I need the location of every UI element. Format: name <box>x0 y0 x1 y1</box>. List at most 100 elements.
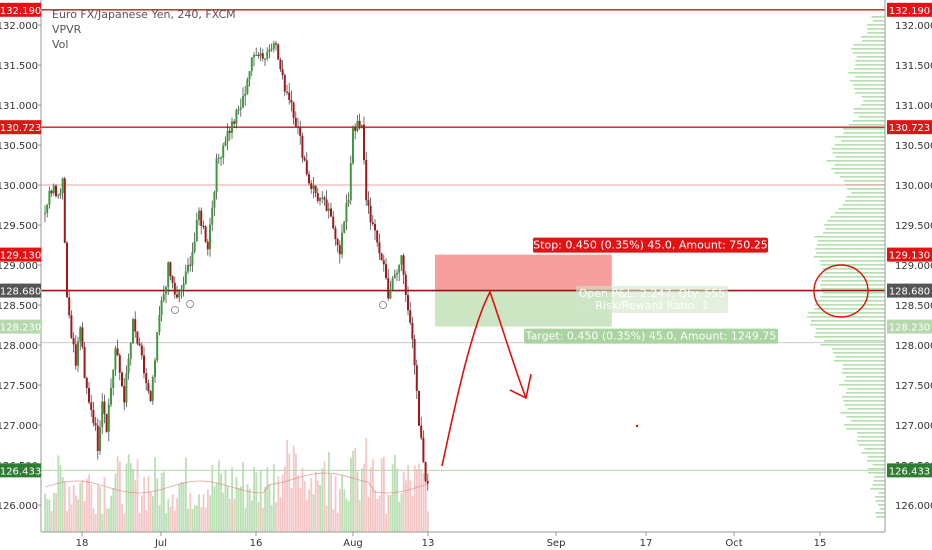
candle-body[interactable] <box>90 402 93 411</box>
candle-body[interactable] <box>310 183 313 189</box>
candle-body[interactable] <box>114 348 117 370</box>
candle-body[interactable] <box>169 262 172 277</box>
candle-body[interactable] <box>343 221 346 233</box>
candle-body[interactable] <box>176 294 178 298</box>
hand-marker-icon[interactable] <box>379 301 387 309</box>
candle-body[interactable] <box>341 232 343 255</box>
candle-body[interactable] <box>180 288 183 291</box>
candle-body[interactable] <box>46 204 49 213</box>
candle-body[interactable] <box>288 92 291 100</box>
left-price-tag[interactable] <box>0 2 41 17</box>
candle-body[interactable] <box>257 54 260 56</box>
candle-body[interactable] <box>354 127 357 131</box>
candle-body[interactable] <box>198 210 200 220</box>
candle-body[interactable] <box>352 127 354 164</box>
candle-body[interactable] <box>301 135 304 158</box>
candle-body[interactable] <box>387 278 390 299</box>
candle-body[interactable] <box>246 79 249 94</box>
candle-body[interactable] <box>402 255 405 275</box>
candle-body[interactable] <box>358 120 361 127</box>
candle-body[interactable] <box>99 427 101 452</box>
candle-body[interactable] <box>363 124 365 161</box>
candle-body[interactable] <box>325 199 328 211</box>
candle-body[interactable] <box>209 224 211 250</box>
candle-body[interactable] <box>323 197 326 200</box>
candle-body[interactable] <box>160 300 163 316</box>
candle-body[interactable] <box>151 377 154 401</box>
candle-body[interactable] <box>50 190 53 194</box>
candle-body[interactable] <box>103 401 106 414</box>
candle-body[interactable] <box>63 178 66 243</box>
candle-body[interactable] <box>191 251 194 266</box>
candle-body[interactable] <box>239 107 242 110</box>
left-price-tag[interactable] <box>0 120 41 135</box>
candle-body[interactable] <box>112 369 115 388</box>
candle-body[interactable] <box>294 117 297 127</box>
candle-body[interactable] <box>389 289 392 299</box>
candle-body[interactable] <box>264 58 266 60</box>
candle-body[interactable] <box>77 341 79 366</box>
hand-marker-icon[interactable] <box>171 306 179 314</box>
candle-body[interactable] <box>85 377 88 388</box>
candle-body[interactable] <box>156 331 159 361</box>
candle-body[interactable] <box>48 190 51 205</box>
candle-body[interactable] <box>391 278 394 290</box>
candle-body[interactable] <box>187 264 189 272</box>
candle-body[interactable] <box>413 338 416 366</box>
right-price-tag[interactable] <box>887 319 932 334</box>
candle-body[interactable] <box>123 386 126 403</box>
candle-body[interactable] <box>68 297 71 316</box>
right-price-tag[interactable] <box>887 120 932 135</box>
candle-body[interactable] <box>261 53 264 59</box>
candle-body[interactable] <box>299 127 302 136</box>
candle-body[interactable] <box>332 216 335 229</box>
candle-body[interactable] <box>347 200 350 204</box>
candle-body[interactable] <box>349 163 352 201</box>
pnl-label-box[interactable] <box>576 286 728 313</box>
candle-body[interactable] <box>371 222 374 224</box>
candle-body[interactable] <box>94 423 97 426</box>
candle-body[interactable] <box>182 283 185 289</box>
candle-body[interactable] <box>321 197 324 199</box>
candle-body[interactable] <box>330 208 332 217</box>
candle-body[interactable] <box>422 437 425 462</box>
candle-body[interactable] <box>138 343 141 346</box>
candle-body[interactable] <box>213 191 216 208</box>
candle-body[interactable] <box>178 290 181 298</box>
candle-body[interactable] <box>173 282 176 295</box>
candle-body[interactable] <box>52 185 55 194</box>
candle-body[interactable] <box>44 212 46 214</box>
candle-body[interactable] <box>297 126 299 128</box>
candle-body[interactable] <box>118 355 121 373</box>
candle-body[interactable] <box>206 241 209 250</box>
candle-body[interactable] <box>338 245 341 255</box>
projection-arrow[interactable] <box>441 290 527 467</box>
candle-body[interactable] <box>147 383 150 392</box>
candle-body[interactable] <box>409 310 412 323</box>
candle-body[interactable] <box>167 262 170 288</box>
hand-marker-icon[interactable] <box>186 300 194 308</box>
volume-indicator-label[interactable]: Vol <box>52 38 69 51</box>
candle-body[interactable] <box>374 223 376 231</box>
candle-body[interactable] <box>195 219 198 242</box>
candle-body[interactable] <box>189 264 192 266</box>
candle-body[interactable] <box>88 387 90 403</box>
candle-body[interactable] <box>275 43 277 45</box>
candle-body[interactable] <box>74 344 77 366</box>
left-price-tag[interactable] <box>0 463 41 478</box>
candle-body[interactable] <box>308 174 310 184</box>
candle-body[interactable] <box>334 228 337 239</box>
candle-body[interactable] <box>220 157 222 159</box>
candle-body[interactable] <box>418 390 420 426</box>
candle-body[interactable] <box>356 120 359 131</box>
candle-body[interactable] <box>398 264 401 273</box>
candle-body[interactable] <box>286 91 288 93</box>
candle-body[interactable] <box>415 365 418 391</box>
candle-body[interactable] <box>248 71 251 80</box>
candle-body[interactable] <box>193 241 196 252</box>
candle-body[interactable] <box>411 322 414 339</box>
candle-body[interactable] <box>235 110 238 124</box>
right-price-tag[interactable] <box>887 247 932 262</box>
candle-body[interactable] <box>121 372 123 387</box>
